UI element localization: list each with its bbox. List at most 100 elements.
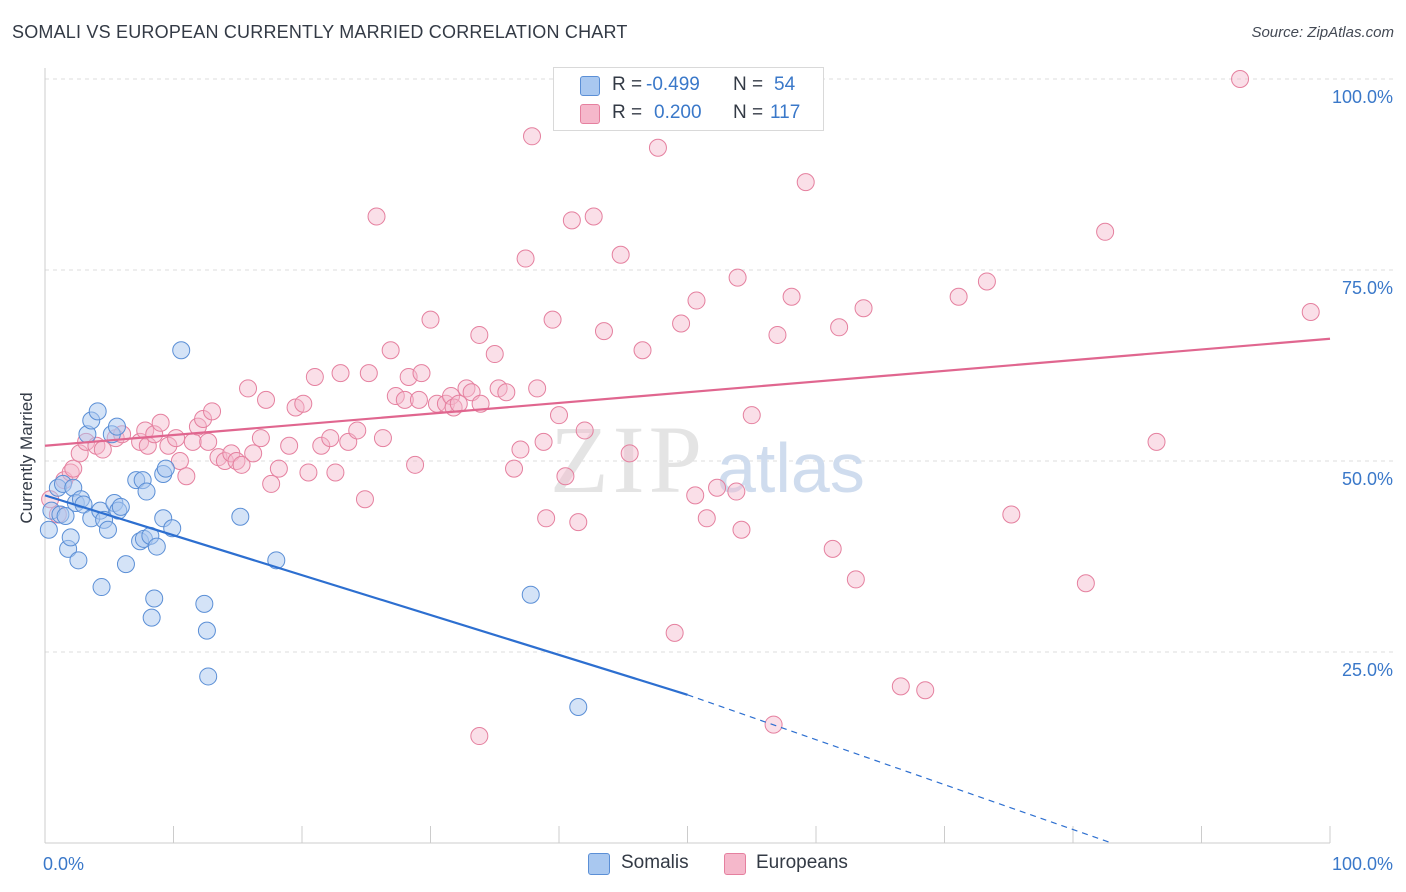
european-point bbox=[421, 310, 440, 329]
european-point bbox=[177, 467, 196, 486]
european-point bbox=[406, 455, 425, 474]
european-point bbox=[1301, 303, 1320, 322]
legend-r-value: -0.499 bbox=[646, 74, 700, 95]
european-point bbox=[199, 432, 218, 451]
european-point bbox=[665, 623, 684, 642]
european-point bbox=[511, 440, 530, 459]
somali-point bbox=[39, 520, 58, 539]
somalis-trend-line bbox=[44, 494, 688, 696]
european-point bbox=[359, 364, 378, 383]
european-point bbox=[326, 463, 345, 482]
somali-point bbox=[521, 585, 540, 604]
somali-point bbox=[61, 528, 80, 547]
european-point bbox=[373, 429, 392, 448]
european-point bbox=[305, 367, 324, 386]
watermark-atlas: atlas bbox=[717, 429, 865, 507]
somali-point bbox=[231, 507, 250, 526]
european-point bbox=[708, 478, 727, 497]
european-point bbox=[367, 207, 386, 226]
european-point bbox=[262, 474, 281, 493]
european-point bbox=[280, 436, 299, 455]
european-point bbox=[299, 463, 318, 482]
european-point bbox=[269, 459, 288, 478]
legend-r-label: R = bbox=[612, 74, 643, 95]
european-point bbox=[977, 272, 996, 291]
watermark: ZIP atlas bbox=[550, 406, 865, 513]
european-point bbox=[584, 207, 603, 226]
legend-n-label: N = bbox=[733, 102, 764, 123]
x-tick-label: 100.0% bbox=[1332, 854, 1393, 874]
european-point bbox=[412, 364, 431, 383]
european-point bbox=[470, 325, 489, 344]
trend-lines bbox=[44, 337, 1331, 844]
european-point bbox=[348, 421, 367, 440]
watermark-zip: ZIP bbox=[550, 406, 706, 513]
european-point bbox=[633, 341, 652, 360]
somali-point bbox=[195, 594, 214, 613]
legend-n-label: N = bbox=[733, 74, 764, 95]
european-point bbox=[145, 425, 164, 444]
european-point bbox=[257, 390, 276, 409]
y-tick-label: 25.0% bbox=[1342, 660, 1393, 680]
european-point bbox=[742, 406, 761, 425]
somalis-legend-label: Somalis bbox=[621, 852, 689, 873]
european-point bbox=[575, 421, 594, 440]
somali-point bbox=[147, 537, 166, 556]
european-point bbox=[183, 432, 202, 451]
europeans-points bbox=[41, 70, 1320, 746]
legend-n-value: 54 bbox=[774, 74, 796, 95]
european-point bbox=[505, 459, 524, 478]
legend-r-label: R = bbox=[612, 102, 643, 123]
european-point bbox=[381, 341, 400, 360]
european-point bbox=[203, 402, 222, 421]
somalis-trend-extension bbox=[687, 694, 1112, 844]
european-point bbox=[528, 379, 547, 398]
european-point bbox=[611, 245, 630, 264]
european-point bbox=[891, 677, 910, 696]
european-point bbox=[594, 322, 613, 341]
stats-legend: R = -0.499 N = 54 R = 0.200 N = 117 bbox=[553, 67, 824, 131]
european-point bbox=[1231, 70, 1250, 88]
european-point bbox=[672, 314, 691, 333]
european-point bbox=[251, 429, 270, 448]
somali-point bbox=[107, 417, 126, 436]
european-point bbox=[151, 413, 170, 432]
european-point bbox=[136, 421, 155, 440]
european-point bbox=[232, 455, 251, 474]
european-point bbox=[355, 490, 374, 509]
somali-point bbox=[137, 482, 156, 501]
european-point bbox=[1002, 505, 1021, 524]
european-point bbox=[1096, 222, 1115, 241]
legend-row-somalis: R = -0.499 N = 54 bbox=[554, 73, 823, 99]
somali-point bbox=[145, 589, 164, 608]
european-point bbox=[562, 211, 581, 230]
european-point bbox=[485, 345, 504, 364]
somalis-legend-swatch bbox=[588, 853, 610, 875]
tick-labels: 25.0% 50.0% 75.0% 100.0% 0.0% 100.0% bbox=[43, 87, 1393, 874]
european-point bbox=[916, 681, 935, 700]
somali-point bbox=[69, 551, 88, 570]
somali-point bbox=[142, 608, 161, 627]
european-point bbox=[846, 570, 865, 589]
european-point bbox=[796, 173, 815, 192]
european-point bbox=[523, 127, 542, 146]
europeans-legend-swatch bbox=[724, 853, 746, 875]
somali-point bbox=[111, 497, 130, 516]
somali-point bbox=[98, 520, 117, 539]
somalis-swatch bbox=[580, 76, 600, 96]
somali-point bbox=[172, 341, 191, 360]
y-tick-label: 100.0% bbox=[1332, 87, 1393, 107]
european-point bbox=[244, 444, 263, 463]
european-point bbox=[194, 409, 213, 428]
european-point bbox=[537, 509, 556, 528]
somali-point bbox=[267, 551, 286, 570]
european-point bbox=[409, 390, 428, 409]
european-point bbox=[516, 249, 535, 268]
somali-point bbox=[569, 698, 588, 717]
somali-point bbox=[199, 667, 218, 686]
european-point bbox=[64, 459, 83, 478]
chart-title: SOMALI VS EUROPEAN CURRENTLY MARRIED COR… bbox=[12, 22, 628, 42]
european-point bbox=[534, 432, 553, 451]
legend-n-value: 117 bbox=[770, 102, 801, 123]
